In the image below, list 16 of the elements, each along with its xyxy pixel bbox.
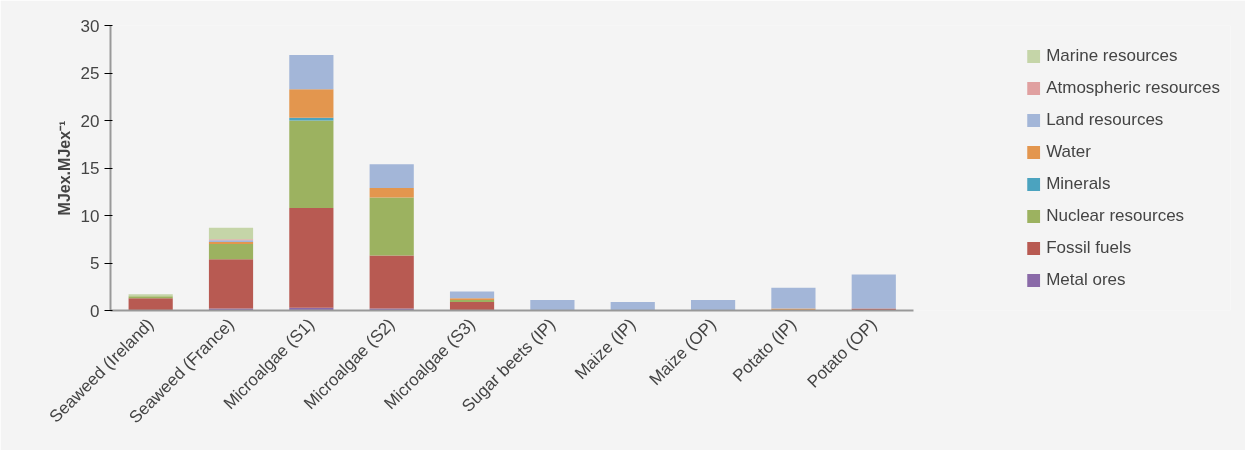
y-tick-label: 20 [80,111,100,131]
y-tick-label: 0 [90,301,100,321]
legend-label: Nuclear resources [1046,205,1185,226]
y-axis-title: MJex.MJex⁻¹ [55,120,73,216]
legend-label: Water [1046,141,1091,162]
legend-label: Fossil fuels [1046,237,1132,258]
y-tick-label: 10 [80,206,100,226]
legend-label: Land resources [1046,109,1164,130]
y-tick-label: 15 [80,159,100,178]
y-tick-label: 5 [90,254,100,273]
y-tick-label: 30 [80,16,100,36]
legend-label: Metal ores [1046,269,1126,290]
legend-label: Minerals [1046,173,1111,194]
legend-label: Marine resources [1046,45,1178,66]
legend-label: Atmospheric resources [1046,77,1220,98]
y-tick-label: 25 [80,64,100,83]
